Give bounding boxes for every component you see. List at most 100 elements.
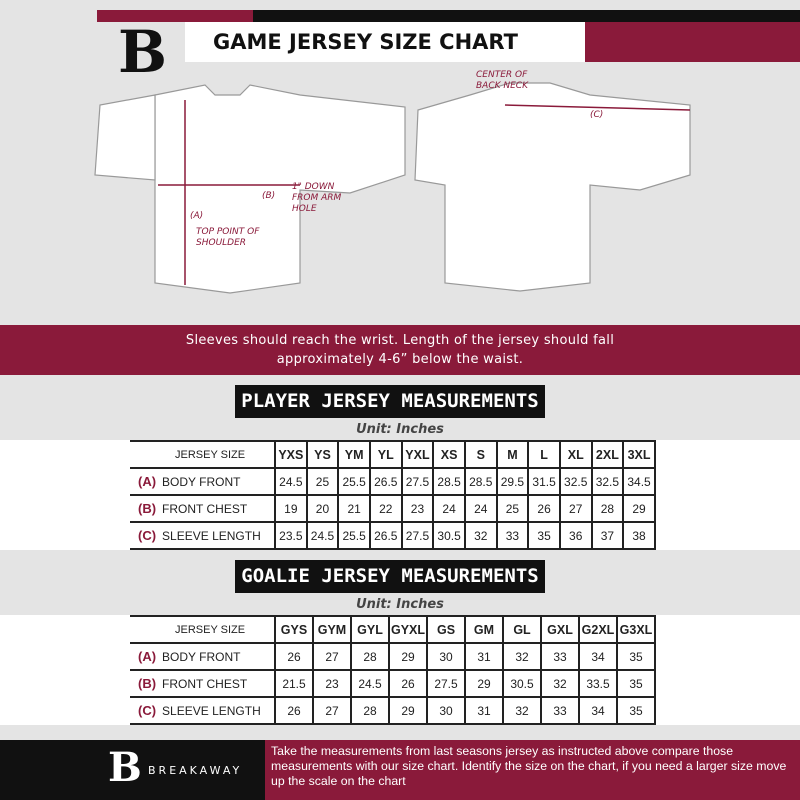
table-cell: 31 [465, 697, 504, 725]
table-cell: 29 [389, 643, 428, 671]
row-label: (B) FRONT CHEST [130, 670, 276, 698]
label-center-back-neck: CENTER OF BACK NECK [476, 70, 528, 91]
goalie-size-table: JERSEY SIZE GYS GYM GYL GYXL GS GM GL GXL G2XL G3X… [130, 615, 656, 725]
goalie-unit: Unit: Inches [356, 597, 444, 612]
table-cell: 27.5 [427, 670, 466, 698]
table-cell: 27 [313, 697, 352, 725]
size-header: M [496, 440, 530, 469]
table-cell: 34 [579, 697, 618, 725]
table-cell: 26 [389, 670, 428, 698]
size-header: GL [503, 615, 542, 644]
row-name: BODY FRONT [162, 650, 241, 664]
table-cell: 24 [433, 495, 466, 523]
table-cell: 24 [464, 495, 498, 523]
table-cell: 28.5 [433, 468, 466, 496]
size-header: GYXL [389, 615, 428, 644]
table-cell: 36 [559, 522, 593, 550]
table-cell: 35 [617, 670, 656, 698]
row-label: (A) BODY FRONT [130, 643, 276, 671]
table-cell: 33 [541, 643, 580, 671]
table-cell: 25.5 [338, 468, 371, 496]
size-label: JERSEY SIZE [130, 440, 276, 469]
table-cell: 27.5 [401, 468, 435, 496]
row-name: FRONT CHEST [162, 677, 248, 691]
table-cell: 32 [503, 697, 542, 725]
table-cell: 27.5 [401, 522, 435, 550]
table-cell: 21 [338, 495, 371, 523]
table-row: (C) SLEEVE LENGTH 26 27 28 29 30 31 32 33 34 35 [130, 697, 656, 725]
table-cell: 37 [591, 522, 625, 550]
jersey-back [414, 82, 691, 292]
table-cell: 24.5 [275, 468, 308, 496]
size-header: GYS [275, 615, 314, 644]
size-header: GYL [351, 615, 390, 644]
label-a: (A) [190, 211, 204, 221]
table-cell: 20 [306, 495, 340, 523]
table-cell: 30 [427, 697, 466, 725]
player-size-table: JERSEY SIZE YXS YS YM YL YXL XS S M L XL 2XL 3XL (A) B… [130, 440, 656, 550]
table-row: (B) FRONT CHEST 19 20 21 22 23 24 24 25 26 27 28 29 [130, 495, 656, 523]
table-cell: 35 [617, 643, 656, 671]
footer-note: Take the measurements from last seasons … [271, 744, 787, 788]
size-header: YXS [275, 440, 308, 469]
size-header: G2XL [579, 615, 618, 644]
brand-logo: B [118, 18, 168, 86]
table-cell: 31.5 [528, 468, 561, 496]
size-header: 2XL [591, 440, 625, 469]
size-header: 3XL [623, 440, 656, 469]
table-cell: 34.5 [623, 468, 656, 496]
title-accent [585, 22, 800, 62]
label-c: (C) [590, 110, 604, 120]
size-header: YM [338, 440, 371, 469]
player-unit: Unit: Inches [356, 422, 444, 437]
table-cell: 33 [541, 697, 580, 725]
table-cell: 26.5 [369, 522, 403, 550]
goalie-heading: GOALIE JERSEY MEASUREMENTS [235, 560, 545, 593]
size-header: XS [433, 440, 466, 469]
table-cell: 31 [465, 643, 504, 671]
top-stripe-maroon [97, 10, 253, 22]
table-cell: 19 [275, 495, 308, 523]
table-cell: 26.5 [369, 468, 403, 496]
size-header: GS [427, 615, 466, 644]
table-cell: 32.5 [591, 468, 625, 496]
table-cell: 25.5 [338, 522, 371, 550]
table-cell: 21.5 [275, 670, 314, 698]
table-cell: 30.5 [433, 522, 466, 550]
table-cell: 23 [313, 670, 352, 698]
size-header: GXL [541, 615, 580, 644]
header-row: JERSEY SIZE GYS GYM GYL GYXL GS GM GL GXL G2XL G3X… [130, 615, 656, 644]
table-cell: 28 [351, 643, 390, 671]
size-header: S [464, 440, 498, 469]
player-heading: PLAYER JERSEY MEASUREMENTS [235, 385, 545, 418]
row-key: (A) [138, 474, 157, 489]
top-stripe-black [253, 10, 800, 22]
row-label: (C) SLEEVE LENGTH [130, 522, 276, 550]
table-cell: 30.5 [503, 670, 542, 698]
size-header: G3XL [617, 615, 656, 644]
footer-logo: B [108, 744, 142, 791]
row-name: SLEEVE LENGTH [162, 704, 261, 718]
table-cell: 29 [465, 670, 504, 698]
label-b: (B) [262, 191, 276, 201]
size-header: XL [559, 440, 593, 469]
fit-instructions-banner: Sleeves should reach the wrist. Length o… [0, 325, 800, 375]
label-arm-hole: 1" DOWN FROM ARM HOLE [292, 182, 342, 214]
size-header: GYM [313, 615, 352, 644]
size-label: JERSEY SIZE [130, 615, 276, 644]
table-cell: 24.5 [306, 522, 340, 550]
table-cell: 26 [275, 697, 314, 725]
table-cell: 38 [623, 522, 656, 550]
page-title: GAME JERSEY SIZE CHART [185, 22, 585, 62]
header-row: JERSEY SIZE YXS YS YM YL YXL XS S M L XL 2XL 3XL [130, 440, 656, 469]
footer-note-block [265, 740, 800, 800]
size-header: YS [306, 440, 340, 469]
table-cell: 29 [623, 495, 656, 523]
table-cell: 26 [528, 495, 561, 523]
table-row: (A) BODY FRONT 26 27 28 29 30 31 32 33 34 35 [130, 643, 656, 671]
table-cell: 32 [464, 522, 498, 550]
measure-c-line [504, 104, 691, 111]
jersey-front [94, 84, 406, 294]
row-key: (B) [138, 676, 157, 691]
row-name: BODY FRONT [162, 475, 241, 489]
